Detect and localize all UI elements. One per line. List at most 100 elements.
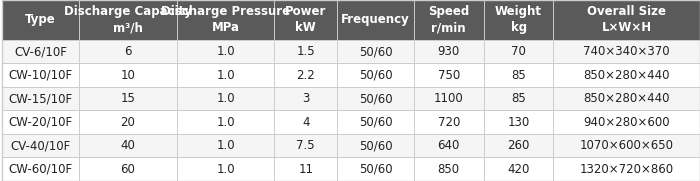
- Text: Weight
kg: Weight kg: [495, 5, 542, 34]
- Text: 50/60: 50/60: [358, 92, 392, 105]
- Text: 1.0: 1.0: [216, 163, 235, 176]
- FancyBboxPatch shape: [414, 40, 484, 63]
- FancyBboxPatch shape: [274, 157, 337, 181]
- Text: 6: 6: [124, 45, 132, 58]
- FancyBboxPatch shape: [337, 87, 414, 110]
- FancyBboxPatch shape: [176, 63, 274, 87]
- Text: 15: 15: [120, 92, 135, 105]
- FancyBboxPatch shape: [176, 0, 274, 40]
- Text: 1070×600×650: 1070×600×650: [580, 139, 673, 152]
- Text: 1.0: 1.0: [216, 139, 235, 152]
- Text: Frequency: Frequency: [341, 13, 410, 26]
- Text: CV-6/10F: CV-6/10F: [14, 45, 67, 58]
- FancyBboxPatch shape: [2, 63, 79, 87]
- FancyBboxPatch shape: [176, 110, 274, 134]
- FancyBboxPatch shape: [414, 0, 484, 40]
- FancyBboxPatch shape: [414, 134, 484, 157]
- Text: Discharge Pressure
MPa: Discharge Pressure MPa: [161, 5, 290, 34]
- Text: 740×340×370: 740×340×370: [583, 45, 670, 58]
- Text: 1.0: 1.0: [216, 69, 235, 82]
- FancyBboxPatch shape: [79, 110, 176, 134]
- Text: 850×280×440: 850×280×440: [584, 92, 670, 105]
- FancyBboxPatch shape: [79, 87, 176, 110]
- FancyBboxPatch shape: [414, 63, 484, 87]
- FancyBboxPatch shape: [176, 157, 274, 181]
- Text: CV-40/10F: CV-40/10F: [10, 139, 71, 152]
- FancyBboxPatch shape: [2, 157, 79, 181]
- FancyBboxPatch shape: [176, 40, 274, 63]
- Text: 260: 260: [508, 139, 530, 152]
- Text: 750: 750: [438, 69, 460, 82]
- Text: 1320×720×860: 1320×720×860: [580, 163, 674, 176]
- Text: 50/60: 50/60: [358, 45, 392, 58]
- Text: 420: 420: [508, 163, 530, 176]
- FancyBboxPatch shape: [337, 157, 414, 181]
- FancyBboxPatch shape: [484, 0, 554, 40]
- FancyBboxPatch shape: [414, 87, 484, 110]
- FancyBboxPatch shape: [274, 40, 337, 63]
- FancyBboxPatch shape: [79, 134, 176, 157]
- Text: CW-60/10F: CW-60/10F: [8, 163, 73, 176]
- Text: 7.5: 7.5: [296, 139, 315, 152]
- Text: 10: 10: [120, 69, 135, 82]
- FancyBboxPatch shape: [554, 110, 700, 134]
- FancyBboxPatch shape: [176, 87, 274, 110]
- Text: 1.0: 1.0: [216, 92, 235, 105]
- Text: Overall Size
L×W×H: Overall Size L×W×H: [587, 5, 666, 34]
- FancyBboxPatch shape: [484, 134, 554, 157]
- Text: Power
kW: Power kW: [285, 5, 326, 34]
- Text: 50/60: 50/60: [358, 139, 392, 152]
- FancyBboxPatch shape: [79, 63, 176, 87]
- Text: 85: 85: [511, 92, 526, 105]
- FancyBboxPatch shape: [554, 0, 700, 40]
- FancyBboxPatch shape: [79, 157, 176, 181]
- Text: 50/60: 50/60: [358, 69, 392, 82]
- Text: 850: 850: [438, 163, 460, 176]
- Text: 50/60: 50/60: [358, 163, 392, 176]
- Text: Discharge Capacity
m³/h: Discharge Capacity m³/h: [64, 5, 192, 34]
- Text: 4: 4: [302, 116, 309, 129]
- Text: 930: 930: [438, 45, 460, 58]
- FancyBboxPatch shape: [176, 134, 274, 157]
- FancyBboxPatch shape: [337, 63, 414, 87]
- Text: 11: 11: [298, 163, 314, 176]
- FancyBboxPatch shape: [484, 87, 554, 110]
- Text: 50/60: 50/60: [358, 116, 392, 129]
- FancyBboxPatch shape: [274, 110, 337, 134]
- Text: 1.5: 1.5: [296, 45, 315, 58]
- FancyBboxPatch shape: [554, 134, 700, 157]
- Text: 940×280×600: 940×280×600: [583, 116, 670, 129]
- Text: 20: 20: [120, 116, 135, 129]
- FancyBboxPatch shape: [554, 63, 700, 87]
- FancyBboxPatch shape: [484, 40, 554, 63]
- Text: 1.0: 1.0: [216, 45, 235, 58]
- FancyBboxPatch shape: [274, 134, 337, 157]
- FancyBboxPatch shape: [274, 0, 337, 40]
- Text: 2.2: 2.2: [296, 69, 315, 82]
- FancyBboxPatch shape: [414, 110, 484, 134]
- FancyBboxPatch shape: [274, 87, 337, 110]
- FancyBboxPatch shape: [79, 40, 176, 63]
- Text: Speed
r/min: Speed r/min: [428, 5, 470, 34]
- Text: 130: 130: [508, 116, 530, 129]
- FancyBboxPatch shape: [79, 0, 176, 40]
- Text: 60: 60: [120, 163, 135, 176]
- Text: 70: 70: [511, 45, 526, 58]
- Text: 720: 720: [438, 116, 460, 129]
- Text: 850×280×440: 850×280×440: [584, 69, 670, 82]
- FancyBboxPatch shape: [337, 0, 414, 40]
- FancyBboxPatch shape: [484, 157, 554, 181]
- Text: CW-20/10F: CW-20/10F: [8, 116, 73, 129]
- FancyBboxPatch shape: [337, 110, 414, 134]
- FancyBboxPatch shape: [337, 40, 414, 63]
- FancyBboxPatch shape: [554, 40, 700, 63]
- FancyBboxPatch shape: [2, 134, 79, 157]
- FancyBboxPatch shape: [2, 40, 79, 63]
- FancyBboxPatch shape: [484, 63, 554, 87]
- FancyBboxPatch shape: [414, 157, 484, 181]
- Text: CW-15/10F: CW-15/10F: [8, 92, 73, 105]
- FancyBboxPatch shape: [2, 0, 79, 40]
- FancyBboxPatch shape: [554, 87, 700, 110]
- Text: CW-10/10F: CW-10/10F: [8, 69, 73, 82]
- FancyBboxPatch shape: [554, 157, 700, 181]
